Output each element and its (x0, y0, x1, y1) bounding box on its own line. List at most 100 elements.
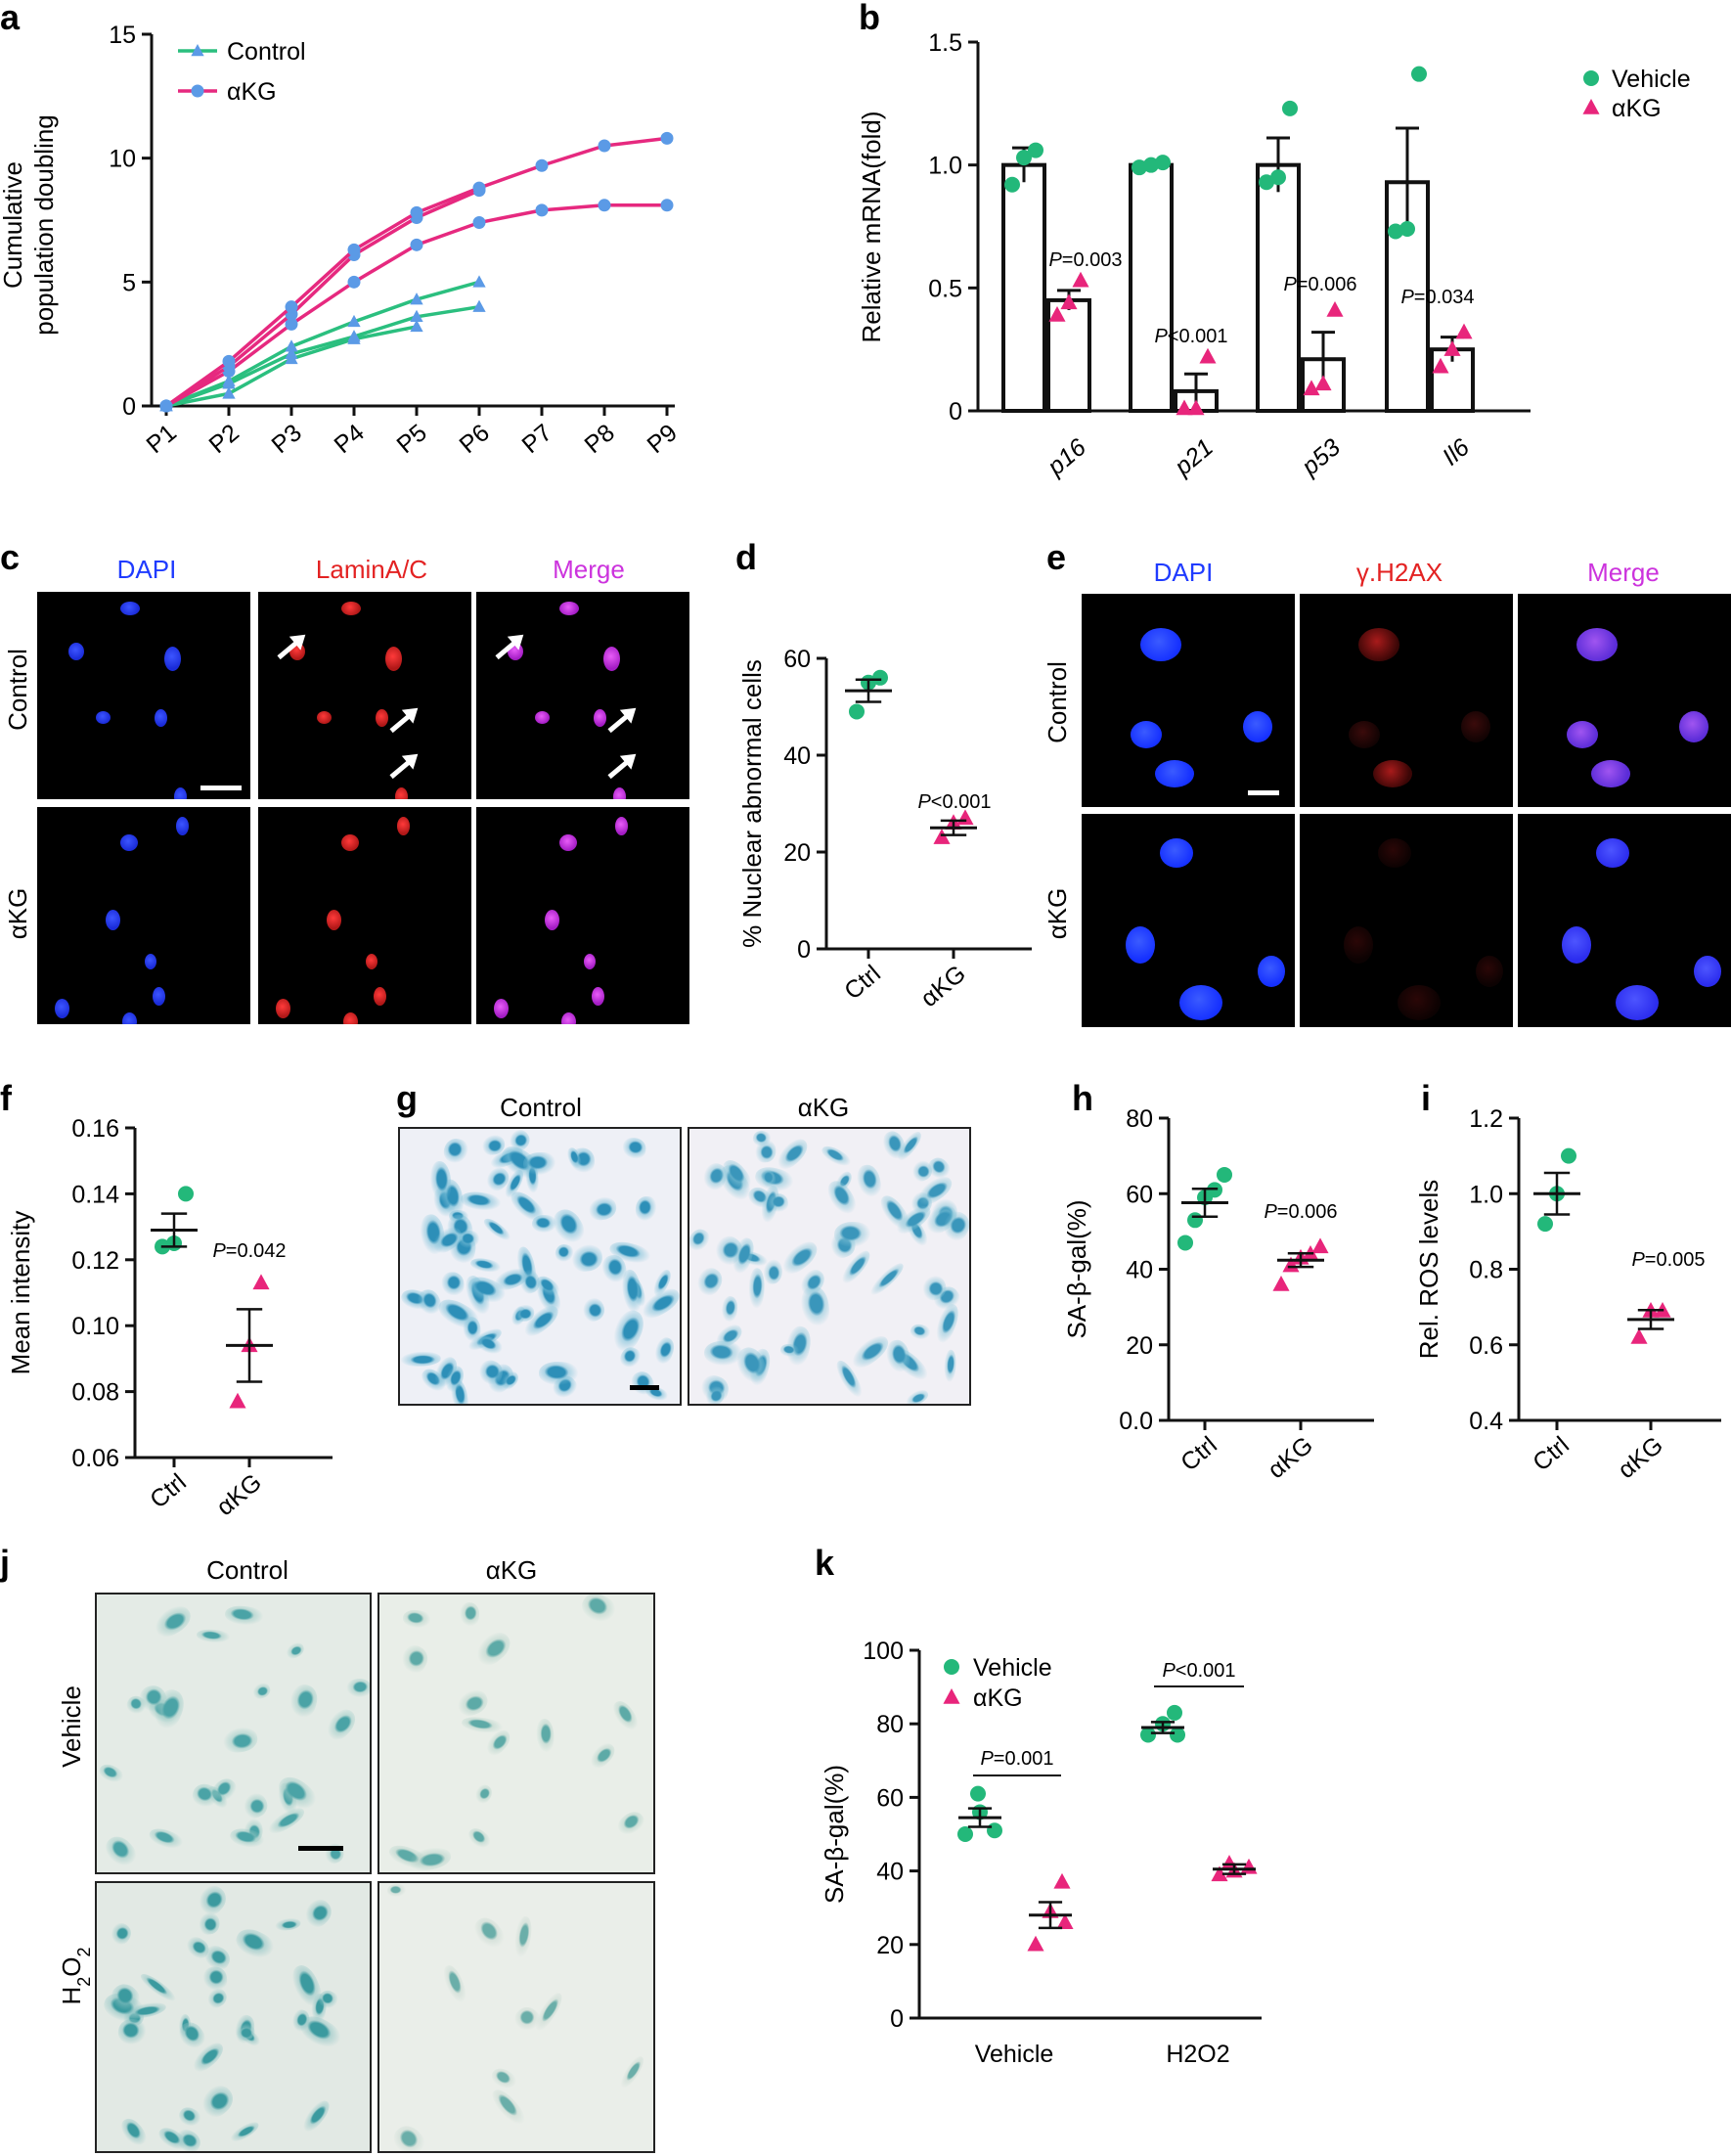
stained-cell (388, 2120, 430, 2151)
chart-a-point (598, 199, 611, 212)
nucleus (317, 711, 332, 724)
scale-bar (298, 1846, 343, 1851)
stained-cell (227, 2119, 261, 2145)
nucleus (385, 647, 402, 671)
chart-i-x-tick-label: Ctrl (1528, 1431, 1575, 1476)
chart-h: 0.0 20 40 60 80 SA-β-gal(%) Ctrl αKG P=0.006 (1062, 1105, 1374, 1484)
chart-b-y-tick-label: 1.5 (928, 29, 962, 57)
chart-a-point (410, 238, 423, 251)
chart-f-y-axis-label: Mean intensity (6, 1211, 35, 1375)
stained-cell (458, 1600, 481, 1627)
chart-a: 0 5 10 15 P1 P2 P3 P4 P5 P6 P7 P8 P9 Cumulative popula… (0, 22, 683, 459)
nucleus (376, 709, 388, 727)
panel-j-image (95, 1881, 372, 2153)
chart-a-x-tick-label: P7 (516, 419, 556, 459)
stained-cell (298, 2096, 334, 2135)
stained-cell (587, 1195, 618, 1222)
stained-cell (441, 1136, 470, 1166)
chart-a-x-tick-label: P2 (203, 419, 244, 459)
chart-a-y-tick-label: 5 (122, 269, 136, 296)
chart-k-legend-label: Vehicle (973, 1654, 1052, 1682)
chart-b-bar (1256, 162, 1301, 413)
stained-cell (201, 1965, 228, 1992)
chart-f-p-value: P=0.042 (212, 1240, 286, 1262)
chart-k-point (1056, 1913, 1074, 1929)
nucleus (341, 602, 361, 615)
chart-k-legend-marker (944, 1659, 959, 1675)
chart-a-legend-label: Control (227, 38, 306, 66)
chart-a-x-tick-label: P8 (579, 419, 619, 459)
nucleus (592, 987, 604, 1006)
arrow-icon (607, 746, 643, 780)
chart-i-y-tick-label: 0.4 (1469, 1408, 1503, 1435)
nucleus (1679, 711, 1709, 742)
chart-b-point (1072, 271, 1089, 288)
panel-j-row-label: Vehicle (57, 1685, 86, 1768)
chart-a-x-tick-label: P9 (642, 419, 682, 459)
nucleus (1358, 628, 1399, 661)
chart-i-point (1537, 1216, 1553, 1233)
chart-b-legend-marker (1583, 70, 1599, 86)
stained-cell (286, 1681, 322, 1721)
nucleus (374, 987, 386, 1006)
chart-a-point (285, 339, 298, 352)
nucleus (145, 954, 156, 969)
panel-label-e: e (1046, 537, 1066, 577)
panel-e-image (1082, 594, 1295, 807)
stained-cell (223, 1603, 265, 1628)
stained-cell (400, 1351, 441, 1367)
scale-bar (200, 786, 242, 790)
nucleus (594, 709, 606, 727)
chart-a-y-tick-label: 0 (122, 393, 136, 421)
chart-i: 0.4 0.6 0.8 1.0 1.2 Rel. ROS levels Ctrl αKG P=0… (1414, 1105, 1721, 1484)
chart-k-y-tick-label: 20 (876, 1932, 904, 1959)
nucleus (122, 1012, 137, 1024)
chart-d-point (872, 669, 888, 686)
nucleus (395, 787, 408, 799)
chart-d-y-axis-label: % Nuclear abnormal cells (737, 659, 767, 948)
chart-b: 0 0.5 1.0 1.5 Relative mRNA(fold) p16 p21 p53 Il… (857, 29, 1691, 481)
chart-k-point (1240, 1858, 1258, 1874)
chart-k-p-value: P<0.001 (1162, 1660, 1235, 1682)
nucleus (106, 910, 120, 930)
chart-k-x-tick-label: H2O2 (1166, 2041, 1229, 2068)
panel-g-header: Control (500, 1093, 582, 1122)
chart-h-point (1187, 1212, 1203, 1229)
chart-h-y-tick-label: 0.0 (1119, 1408, 1153, 1435)
chart-k-legend-marker (943, 1688, 960, 1704)
panel-e-row-label: Control (1043, 661, 1072, 743)
chart-h-point (1311, 1237, 1329, 1254)
nucleus (494, 999, 509, 1018)
panel-e-header: γ.H2AX (1356, 558, 1442, 587)
nucleus (176, 817, 189, 835)
stained-cell (441, 1271, 465, 1296)
chart-k: 0 20 40 60 80 100 SA-β-gal(%) Vehicle H2O2 P=0.00… (820, 1638, 1262, 2068)
nucleus (155, 709, 167, 727)
chart-a-point (347, 275, 361, 289)
chart-b-y-tick-label: 0 (949, 398, 962, 426)
stained-cell (579, 1294, 608, 1325)
chart-b-point (1187, 399, 1205, 416)
panel-label-k: k (815, 1543, 835, 1583)
panel-label-i: i (1421, 1078, 1431, 1118)
chart-i-point (1561, 1147, 1576, 1164)
chart-b-x-tick-label: p21 (1169, 433, 1219, 481)
chart-k-point (970, 1785, 986, 1802)
stained-cell (235, 2023, 255, 2042)
chart-f-y-tick-label: 0.14 (71, 1181, 119, 1208)
stained-cell (822, 1176, 861, 1219)
chart-i-y-tick-label: 0.6 (1469, 1332, 1503, 1360)
stained-cell (772, 1134, 813, 1174)
chart-a-y-axis-label: population doubling (29, 114, 59, 336)
stained-cell (196, 1628, 231, 1644)
chart-h-point (1217, 1166, 1232, 1183)
stained-cell (754, 1139, 777, 1163)
nucleus (613, 787, 626, 799)
chart-d-p-value: P<0.001 (917, 791, 991, 813)
chart-a-x-tick-label: P4 (329, 419, 369, 459)
chart-k-y-axis-label: SA-β-gal(%) (820, 1765, 849, 1904)
chart-a-series-line (165, 280, 480, 408)
panel-e-image (1518, 814, 1731, 1027)
nucleus (68, 643, 84, 660)
chart-k-p-value: P=0.001 (980, 1748, 1053, 1770)
